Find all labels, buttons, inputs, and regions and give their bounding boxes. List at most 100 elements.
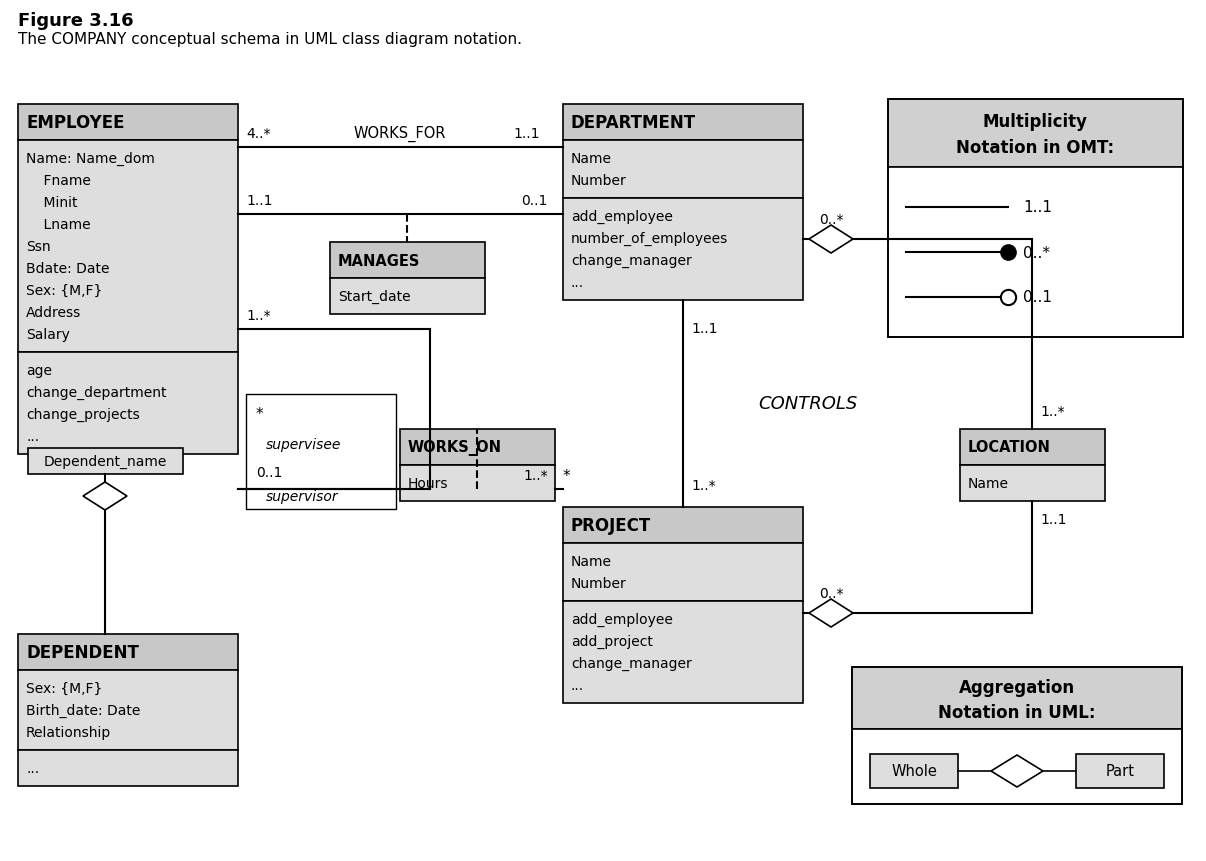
Bar <box>246 394 396 510</box>
Text: Name: Name <box>570 152 611 166</box>
Text: Start_date: Start_date <box>338 289 410 304</box>
Text: 1..*: 1..* <box>1040 405 1065 418</box>
Bar <box>18 670 238 750</box>
Text: age: age <box>27 363 52 378</box>
Text: Fname: Fname <box>27 174 90 188</box>
Text: add_employee: add_employee <box>570 612 673 626</box>
Bar <box>888 168 1183 338</box>
Bar <box>18 635 238 670</box>
Text: Sex: {M,F}: Sex: {M,F} <box>27 283 103 298</box>
Text: Ssn: Ssn <box>27 239 51 254</box>
Text: 0..*: 0..* <box>819 213 843 226</box>
Bar <box>563 141 803 199</box>
Text: Name: Name_dom: Name: Name_dom <box>27 152 154 166</box>
Text: add_employee: add_employee <box>570 210 673 224</box>
Text: DEPENDENT: DEPENDENT <box>27 643 139 661</box>
Text: MANAGES: MANAGES <box>338 253 421 268</box>
Bar <box>28 449 183 474</box>
Text: Number: Number <box>570 174 627 188</box>
Text: ...: ... <box>27 761 39 775</box>
Text: 1..1: 1..1 <box>691 322 718 336</box>
Text: 1..*: 1..* <box>523 468 548 482</box>
Text: Name: Name <box>570 554 611 568</box>
Text: Notation in OMT:: Notation in OMT: <box>956 139 1114 157</box>
Bar <box>563 105 803 141</box>
Text: Whole: Whole <box>891 764 937 778</box>
Bar <box>563 199 803 300</box>
Text: Notation in UML:: Notation in UML: <box>938 703 1096 722</box>
Bar <box>870 754 958 788</box>
Bar <box>851 667 1182 729</box>
Text: Relationship: Relationship <box>27 725 111 739</box>
Bar <box>18 750 238 786</box>
Text: EMPLOYEE: EMPLOYEE <box>27 114 124 132</box>
Bar <box>330 243 485 279</box>
Bar <box>960 430 1105 466</box>
Bar <box>18 105 238 141</box>
Text: Part: Part <box>1106 764 1135 778</box>
Text: 0..*: 0..* <box>1023 245 1050 260</box>
Polygon shape <box>991 755 1043 787</box>
Text: 0..1: 0..1 <box>1023 290 1052 305</box>
Text: add_project: add_project <box>570 635 652 648</box>
Bar <box>563 543 803 601</box>
Text: Name: Name <box>968 476 1009 491</box>
Text: 1..1: 1..1 <box>246 194 273 208</box>
Text: change_manager: change_manager <box>570 254 692 268</box>
Text: 0..*: 0..* <box>819 586 843 600</box>
Bar <box>18 353 238 455</box>
Text: Figure 3.16: Figure 3.16 <box>18 12 134 30</box>
Bar <box>18 141 238 353</box>
Text: Multiplicity: Multiplicity <box>983 113 1088 131</box>
Bar <box>851 667 1182 804</box>
Bar <box>563 601 803 703</box>
Bar <box>330 279 485 314</box>
Text: Minit: Minit <box>27 195 77 210</box>
Text: ...: ... <box>27 430 39 443</box>
Bar <box>851 729 1182 804</box>
Text: 1..1: 1..1 <box>1023 201 1052 215</box>
Text: change_projects: change_projects <box>27 407 140 422</box>
Bar <box>400 430 555 466</box>
Text: 1..1: 1..1 <box>513 127 539 141</box>
Text: *: * <box>256 407 264 422</box>
Polygon shape <box>809 599 853 628</box>
Text: 0..1: 0..1 <box>256 466 282 480</box>
Text: Number: Number <box>570 576 627 591</box>
Text: supervisor: supervisor <box>267 489 339 504</box>
Text: The COMPANY conceptual schema in UML class diagram notation.: The COMPANY conceptual schema in UML cla… <box>18 32 522 47</box>
Bar <box>888 100 1183 338</box>
Text: PROJECT: PROJECT <box>570 517 651 535</box>
Text: change_department: change_department <box>27 386 166 400</box>
Text: WORKS_FOR: WORKS_FOR <box>353 126 446 142</box>
Text: Lname: Lname <box>27 218 90 232</box>
Bar <box>563 507 803 543</box>
Polygon shape <box>809 226 853 254</box>
Text: Hours: Hours <box>408 476 449 491</box>
Bar <box>960 466 1105 501</box>
Text: 1..*: 1..* <box>691 479 715 492</box>
Polygon shape <box>83 482 127 511</box>
Text: 1..1: 1..1 <box>1040 512 1066 526</box>
Bar <box>400 466 555 501</box>
Text: Bdate: Date: Bdate: Date <box>27 262 110 276</box>
Bar <box>888 100 1183 168</box>
Text: Dependent_name: Dependent_name <box>43 455 166 468</box>
Text: ...: ... <box>570 678 584 692</box>
Bar <box>1076 754 1164 788</box>
Text: 1..*: 1..* <box>246 308 270 323</box>
Text: ...: ... <box>570 276 584 289</box>
Text: LOCATION: LOCATION <box>968 440 1050 455</box>
Text: supervisee: supervisee <box>267 437 341 451</box>
Text: 4..*: 4..* <box>246 127 270 141</box>
Text: DEPARTMENT: DEPARTMENT <box>570 114 696 132</box>
Text: Salary: Salary <box>27 328 70 342</box>
Text: WORKS_ON: WORKS_ON <box>408 439 502 455</box>
Text: change_manager: change_manager <box>570 656 692 671</box>
Text: CONTROLS: CONTROLS <box>759 394 857 412</box>
Text: number_of_employees: number_of_employees <box>570 232 728 245</box>
Text: Sex: {M,F}: Sex: {M,F} <box>27 681 103 695</box>
Text: Birth_date: Date: Birth_date: Date <box>27 703 140 717</box>
Text: Aggregation: Aggregation <box>959 678 1075 697</box>
Text: 0..1: 0..1 <box>521 194 548 208</box>
